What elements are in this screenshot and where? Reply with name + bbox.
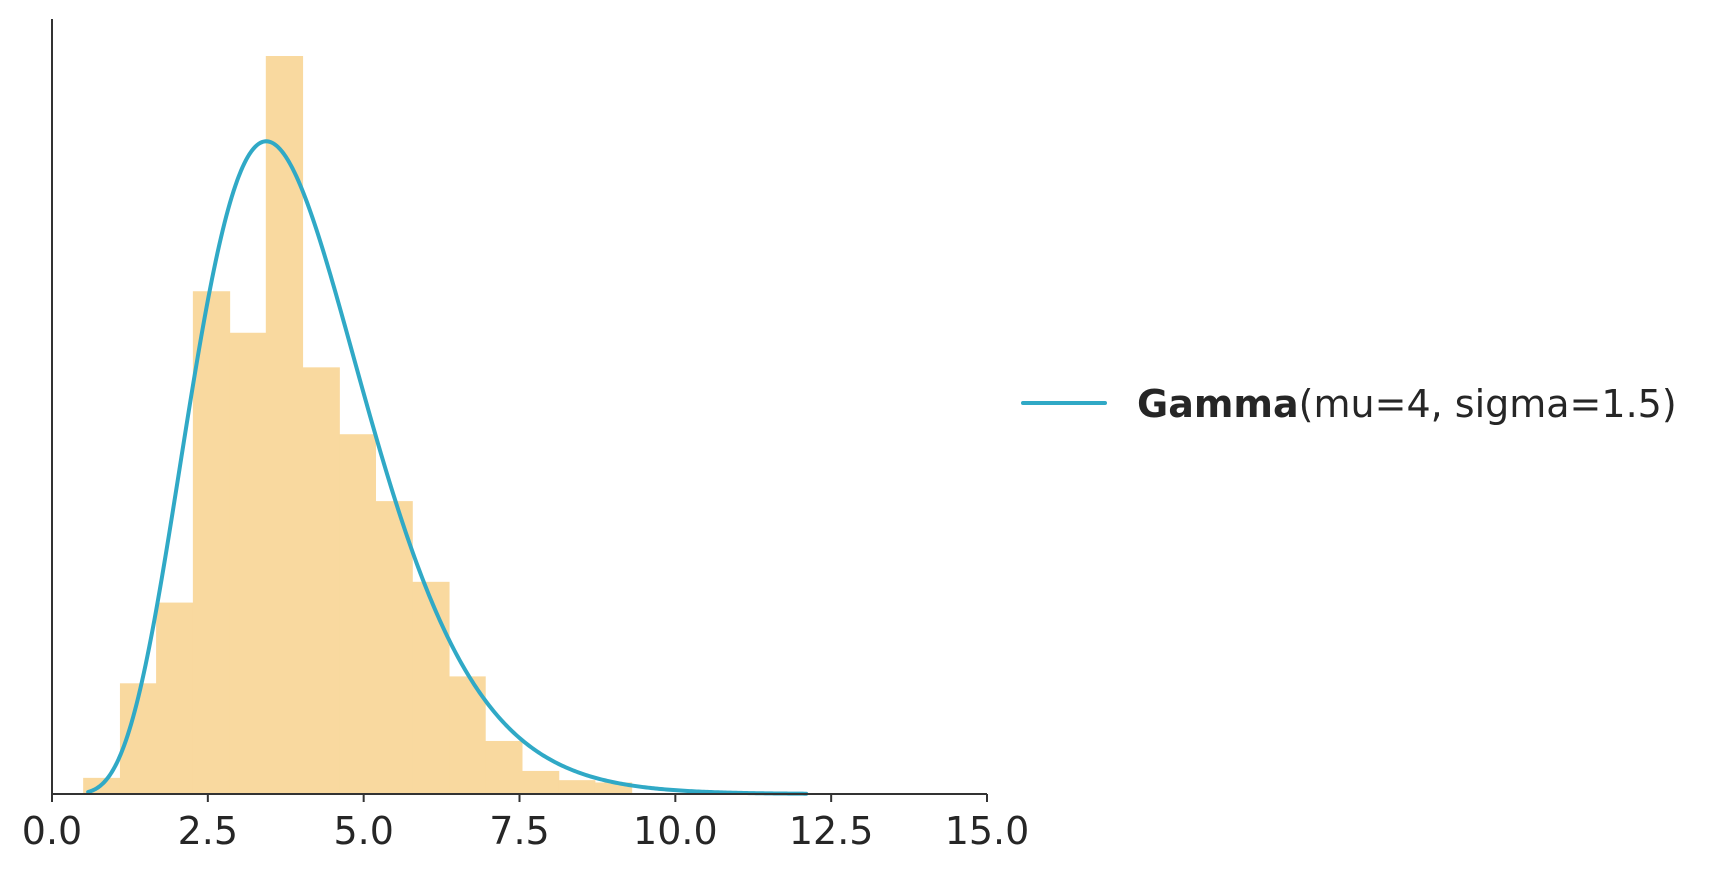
histogram-bars [83, 56, 633, 794]
x-tick-label: 10.0 [633, 809, 718, 853]
histogram-bar [156, 602, 194, 794]
histogram-bar [339, 434, 377, 794]
legend-label: Gamma(mu=4, sigma=1.5) [1137, 382, 1677, 426]
legend-label-bold: Gamma [1137, 382, 1299, 426]
x-tick-label: 2.5 [178, 809, 238, 853]
legend: Gamma(mu=4, sigma=1.5) [1021, 382, 1677, 426]
x-tick-label: 12.5 [789, 809, 874, 853]
x-axis-ticks: 0.0 2.5 5.0 7.5 10.0 12.5 15.0 [22, 794, 1030, 853]
histogram-bar [412, 581, 450, 794]
histogram-bar [375, 501, 413, 794]
gamma-pdf-line [86, 139, 809, 796]
histogram-bar [265, 56, 304, 794]
x-tick-label: 7.5 [489, 809, 549, 853]
histogram-bar [558, 780, 596, 794]
legend-label-rest: (mu=4, sigma=1.5) [1299, 382, 1677, 426]
x-tick-label: 15.0 [945, 809, 1030, 853]
histogram-bar [521, 770, 560, 794]
histogram-bar [192, 291, 231, 794]
histogram-bar [229, 332, 267, 794]
x-tick-label: 0.0 [22, 809, 82, 853]
histogram-bar [485, 740, 523, 794]
x-tick-label: 5.0 [333, 809, 393, 853]
histogram-bar [302, 367, 340, 794]
histogram-bar [594, 782, 633, 794]
